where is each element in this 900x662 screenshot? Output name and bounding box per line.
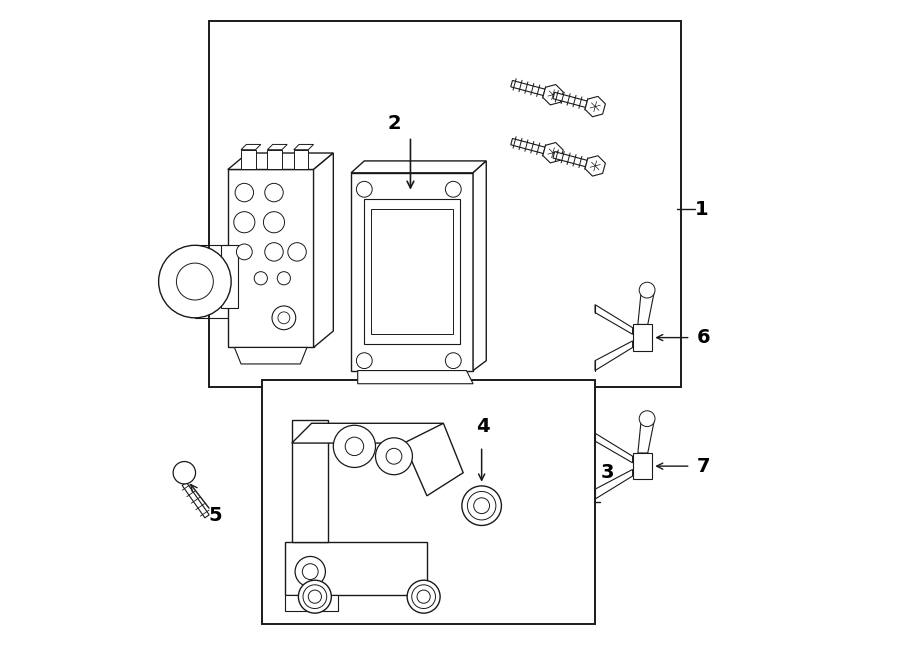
Text: 4: 4 <box>476 417 490 436</box>
Circle shape <box>303 585 327 608</box>
Polygon shape <box>638 291 654 324</box>
Circle shape <box>299 580 331 613</box>
Text: 3: 3 <box>600 463 614 482</box>
Polygon shape <box>585 156 606 176</box>
Circle shape <box>309 590 321 603</box>
Polygon shape <box>595 469 633 499</box>
Text: 6: 6 <box>698 328 711 347</box>
Polygon shape <box>351 161 486 173</box>
Polygon shape <box>241 150 256 169</box>
Polygon shape <box>638 420 654 453</box>
Circle shape <box>265 183 284 202</box>
Circle shape <box>295 557 326 587</box>
Circle shape <box>446 181 461 197</box>
Circle shape <box>346 437 364 455</box>
Polygon shape <box>404 423 464 496</box>
Circle shape <box>277 271 291 285</box>
Polygon shape <box>285 594 338 611</box>
Polygon shape <box>633 324 652 351</box>
Circle shape <box>407 580 440 613</box>
Polygon shape <box>585 97 606 117</box>
Polygon shape <box>595 433 633 463</box>
Polygon shape <box>228 169 313 348</box>
Circle shape <box>288 243 306 261</box>
Circle shape <box>237 244 252 260</box>
Polygon shape <box>511 81 554 98</box>
Circle shape <box>265 243 284 261</box>
Circle shape <box>264 212 284 233</box>
Polygon shape <box>221 246 238 308</box>
Circle shape <box>375 438 412 475</box>
Circle shape <box>235 183 254 202</box>
Polygon shape <box>293 144 313 150</box>
Circle shape <box>467 491 496 520</box>
Polygon shape <box>553 152 596 169</box>
Polygon shape <box>351 173 473 371</box>
Bar <box>364 199 460 344</box>
Circle shape <box>639 282 655 298</box>
Circle shape <box>462 486 501 526</box>
Circle shape <box>158 246 231 318</box>
Circle shape <box>278 312 290 324</box>
Circle shape <box>639 410 655 426</box>
Polygon shape <box>267 150 282 169</box>
Circle shape <box>446 353 461 369</box>
Circle shape <box>254 271 267 285</box>
Text: 7: 7 <box>698 457 711 475</box>
Polygon shape <box>595 341 633 371</box>
Bar <box>262 381 595 624</box>
Circle shape <box>356 181 373 197</box>
Polygon shape <box>182 483 209 518</box>
Circle shape <box>302 564 319 579</box>
Circle shape <box>356 353 373 369</box>
Bar <box>210 21 680 387</box>
Bar <box>371 209 454 334</box>
Circle shape <box>234 212 255 233</box>
Polygon shape <box>241 144 261 150</box>
Circle shape <box>386 448 402 464</box>
Polygon shape <box>313 153 333 348</box>
Circle shape <box>272 306 296 330</box>
Polygon shape <box>473 161 486 371</box>
Polygon shape <box>228 153 333 169</box>
Polygon shape <box>292 423 444 443</box>
Polygon shape <box>285 542 427 594</box>
Polygon shape <box>293 150 309 169</box>
Text: 5: 5 <box>208 506 221 525</box>
Polygon shape <box>267 144 287 150</box>
Polygon shape <box>511 138 554 156</box>
Polygon shape <box>234 348 307 364</box>
Text: 2: 2 <box>387 114 400 133</box>
Circle shape <box>333 425 375 467</box>
Polygon shape <box>357 371 473 384</box>
Polygon shape <box>543 142 563 163</box>
Circle shape <box>417 590 430 603</box>
Polygon shape <box>553 92 596 110</box>
Circle shape <box>173 461 195 484</box>
Circle shape <box>473 498 490 514</box>
Text: 1: 1 <box>695 199 709 218</box>
Circle shape <box>176 263 213 300</box>
Polygon shape <box>633 453 652 479</box>
Polygon shape <box>543 85 563 105</box>
Polygon shape <box>595 305 633 334</box>
Polygon shape <box>292 420 328 542</box>
Circle shape <box>412 585 436 608</box>
